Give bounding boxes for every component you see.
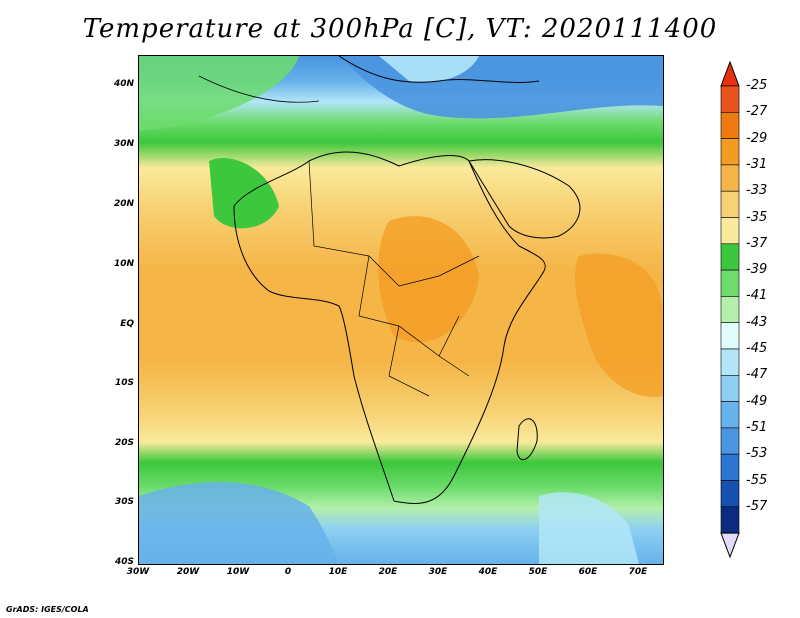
colorbar-segment — [720, 322, 740, 350]
lat-label-20n: 20N — [113, 199, 134, 209]
colorbar-label: -35 — [746, 209, 768, 225]
chart-title: Temperature at 300hPa [C], VT: 202011140… — [82, 14, 718, 44]
colorbar-top-arrow — [720, 60, 740, 87]
africa-coastline — [233, 151, 546, 504]
lon-label-10w: 10W — [226, 567, 250, 577]
colorbar-label: -27 — [746, 104, 768, 120]
south-indian-cool-region — [539, 492, 639, 564]
colorbar-label: -25 — [746, 78, 768, 93]
lon-label-20w: 20W — [176, 567, 200, 577]
lon-label-50e: 50E — [528, 567, 548, 577]
lon-label-30w: 30W — [126, 567, 150, 577]
colorbar-label: -47 — [746, 367, 768, 383]
central-africa-warm-core — [378, 216, 479, 343]
europe-coastline — [338, 56, 540, 83]
colorbar-segment — [720, 480, 740, 508]
colorbar-segment — [720, 243, 740, 271]
colorbar-label: -43 — [746, 314, 768, 330]
lon-label-20e: 20E — [378, 567, 398, 577]
map-canvas — [139, 56, 663, 564]
sahel-green-region — [209, 158, 279, 229]
lon-label-10e: 10E — [328, 567, 348, 577]
arabia-coastline — [468, 159, 581, 239]
iberia-coastline — [198, 75, 320, 103]
colorbar-label: -29 — [746, 130, 768, 146]
grads-credit: GrADS: IGES/COLA — [6, 605, 89, 614]
lon-label-30e: 30E — [428, 567, 448, 577]
lon-label-40e: 40E — [478, 567, 498, 577]
lon-label-0: 0 — [284, 567, 292, 577]
temperature-map — [138, 55, 664, 565]
lat-label-eq: EQ — [120, 319, 134, 329]
lat-label-40s: 40S — [114, 557, 134, 567]
mediterranean-cold-core — [379, 56, 479, 83]
colorbar-label: -33 — [746, 183, 768, 199]
colorbar-segment — [720, 427, 740, 455]
lat-label-20s: 20S — [114, 438, 134, 448]
lon-label-60e: 60E — [578, 567, 598, 577]
south-atlantic-cold-region — [139, 482, 339, 564]
northwest-cool-region — [139, 56, 299, 131]
lon-label-70e: 70E — [628, 567, 648, 577]
colorbar-segment — [720, 111, 740, 139]
colorbar-label: -31 — [746, 156, 768, 172]
lat-label-10s: 10S — [114, 378, 134, 388]
colorbar-label: -45 — [746, 341, 768, 356]
colorbar-segment — [720, 348, 740, 376]
colorbar — [720, 60, 740, 559]
colorbar-label: -55 — [746, 472, 768, 488]
colorbar-segment — [720, 296, 740, 323]
colorbar-label: -41 — [746, 288, 768, 304]
colorbar-segment — [720, 506, 740, 534]
colorbar-segment — [720, 401, 740, 429]
colorbar-segment — [720, 138, 740, 166]
colorbar-label: -51 — [746, 419, 768, 435]
colorbar-segment — [720, 269, 740, 297]
colorbar-label: -39 — [746, 262, 768, 278]
colorbar-segment — [720, 164, 740, 192]
colorbar-bottom-arrow — [720, 532, 740, 559]
lat-label-30n: 30N — [113, 139, 134, 149]
lat-label-40n: 40N — [113, 79, 134, 89]
colorbar-label: -53 — [746, 446, 768, 462]
lat-label-30s: 30S — [114, 497, 134, 507]
lat-label-10n: 10N — [113, 259, 134, 269]
madagascar-coastline — [516, 418, 538, 461]
colorbar-segment — [720, 217, 740, 245]
colorbar-label: -49 — [746, 393, 768, 409]
colorbar-segment — [720, 190, 740, 218]
colorbar-segment — [720, 374, 740, 402]
colorbar-label: -37 — [746, 235, 768, 251]
colorbar-label: -57 — [746, 498, 768, 514]
country-borders — [308, 160, 480, 397]
colorbar-segment — [720, 85, 740, 113]
colorbar-segment — [720, 453, 740, 481]
indian-ocean-warm-core — [574, 253, 663, 397]
